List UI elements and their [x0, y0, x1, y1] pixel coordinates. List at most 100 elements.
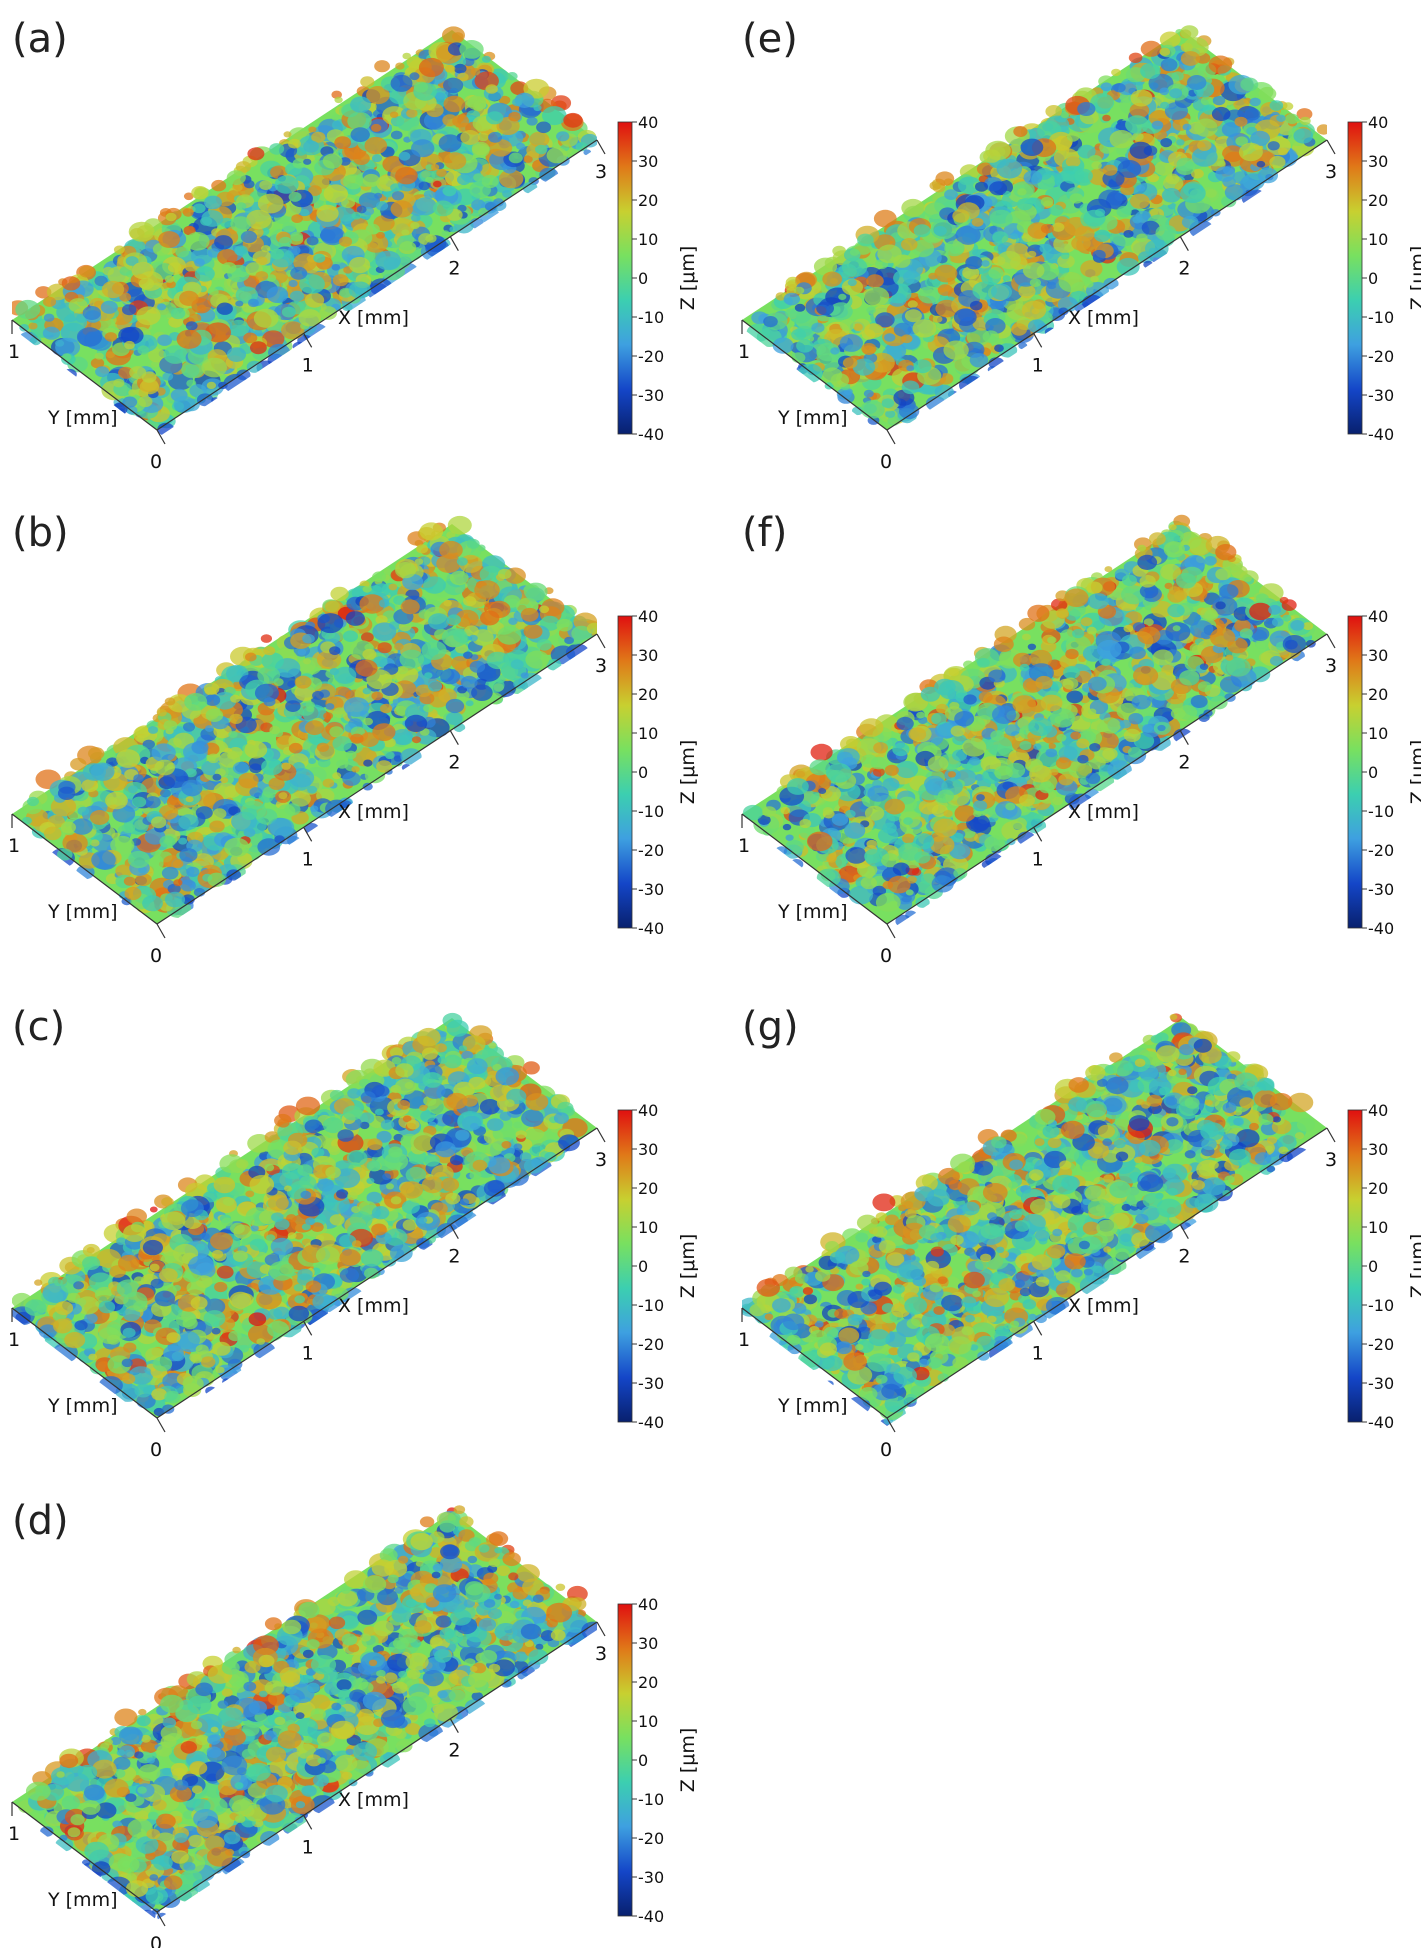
colorbar-tick-label: 30 — [1368, 646, 1388, 665]
x-axis-title: X [mm] — [338, 801, 409, 823]
colorbar-tick-label: 0 — [1368, 1257, 1378, 1276]
x-tick — [449, 730, 459, 745]
x-tick — [303, 827, 313, 842]
x-tick-label: 1 — [302, 1836, 314, 1858]
colorbar-tick-label: -10 — [638, 308, 664, 327]
colorbar-tick-label: 30 — [638, 1634, 658, 1653]
x-tick-label: 3 — [595, 655, 607, 677]
colorbar-tick-label: -30 — [638, 1868, 664, 1887]
axes: 0 1 2 3 1 X [mm] Y [mm] — [738, 633, 1337, 967]
colorbar-tick-label: -40 — [638, 1907, 664, 1926]
y-axis-line — [11, 813, 158, 925]
colorbar-tick-label: -20 — [1368, 1335, 1394, 1354]
colorbar-tick-label: -10 — [638, 1790, 664, 1809]
colorbar-title: Z [μm] — [1407, 740, 1421, 804]
colorbar-gradient — [617, 1603, 633, 1917]
colorbar-tick-label: -10 — [638, 802, 664, 821]
colorbar-tick-label: 40 — [1368, 113, 1388, 132]
colorbar-tick-label: 30 — [1368, 152, 1388, 171]
axes: 0 1 2 3 1 X [mm] Y [mm] — [8, 1621, 607, 1948]
colorbar-tick-label: -40 — [638, 425, 664, 444]
x-tick — [156, 923, 166, 939]
colorbar-tick-label: -10 — [1368, 802, 1394, 821]
x-tick — [596, 1621, 606, 1637]
axes: 0 1 2 3 1 X [mm] Y [mm] — [8, 633, 607, 967]
surface-texture — [746, 25, 1327, 426]
panel-d: (d) 0 1 2 3 1 X [mm] Y [mm] -40 -30 -20 -10 0 10 20 30 4… — [8, 1498, 699, 1948]
colorbar-tick-label: -30 — [1368, 880, 1394, 899]
surface-heightmap — [742, 25, 1327, 430]
x-axis-title: X [mm] — [1068, 307, 1139, 329]
y-axis-title: Y [mm] — [777, 901, 848, 923]
x-tick-label: 2 — [448, 1246, 460, 1268]
colorbar-tick-label: -20 — [638, 1335, 664, 1354]
x-tick-label: 1 — [1032, 354, 1044, 376]
y-tick-label: 1 — [8, 341, 20, 363]
x-tick-label: 2 — [448, 752, 460, 774]
colorbar-tick-label: -20 — [1368, 347, 1394, 366]
colorbar-tick-label: -30 — [638, 1374, 664, 1393]
x-tick-label: 1 — [302, 848, 314, 870]
axes: 0 1 2 3 1 X [mm] Y [mm] — [8, 1127, 607, 1461]
x-tick — [1033, 827, 1043, 842]
x-tick — [1326, 139, 1336, 155]
y-axis-line — [11, 1307, 158, 1419]
y-axis-line — [741, 1307, 888, 1419]
colorbar-tick-label: 30 — [638, 646, 658, 665]
x-tick-label: 3 — [595, 1643, 607, 1665]
colorbar-title: Z [μm] — [677, 740, 699, 804]
x-tick-label: 2 — [448, 258, 460, 280]
x-tick — [886, 923, 896, 939]
colorbar-tick-label: 10 — [638, 1712, 658, 1731]
x-axis-line — [886, 633, 1328, 925]
x-tick — [449, 236, 459, 251]
colorbar-tick-label: -20 — [638, 841, 664, 860]
colorbar-tick-label: 0 — [1368, 269, 1378, 288]
x-tick — [303, 333, 313, 348]
x-axis-title: X [mm] — [338, 307, 409, 329]
x-axis-title: X [mm] — [338, 1295, 409, 1317]
colorbar-tick-label: 10 — [638, 230, 658, 249]
colorbar-title: Z [μm] — [677, 1234, 699, 1298]
colorbar-gradient — [617, 121, 633, 435]
colorbar-gradient — [1347, 1109, 1363, 1423]
x-tick — [1179, 236, 1189, 251]
x-tick — [1179, 730, 1189, 745]
x-tick-label: 2 — [1178, 258, 1190, 280]
x-tick — [156, 1911, 166, 1927]
surface-heightmap — [12, 26, 597, 436]
y-axis-title: Y [mm] — [47, 1395, 118, 1417]
x-tick — [303, 1815, 313, 1830]
x-axis-line — [156, 1621, 598, 1913]
surface-texture — [742, 514, 1316, 928]
panel-label: (d) — [12, 1498, 69, 1544]
x-tick — [1179, 1224, 1189, 1239]
colorbar-tick-label: 40 — [1368, 1101, 1388, 1120]
surface-heightmap — [742, 514, 1327, 928]
y-axis-line — [11, 319, 158, 431]
colorbar-tick-label: 20 — [638, 1673, 658, 1692]
y-axis-title: Y [mm] — [47, 1889, 118, 1911]
surface-texture — [17, 1505, 597, 1920]
colorbar-tick-label: 10 — [1368, 724, 1388, 743]
x-tick-label: 0 — [880, 1439, 892, 1461]
x-tick-label: 3 — [595, 1149, 607, 1171]
y-axis-line — [741, 813, 888, 925]
x-tick-label: 1 — [302, 1342, 314, 1364]
colorbar-tick-label: 40 — [638, 1101, 658, 1120]
x-tick-label: 3 — [595, 161, 607, 183]
colorbar-tick-label: 20 — [638, 685, 658, 704]
y-tick-label: 1 — [738, 341, 750, 363]
x-axis-title: X [mm] — [1068, 801, 1139, 823]
colorbar-tick-label: -30 — [1368, 1374, 1394, 1393]
colorbar: -40 -30 -20 -10 0 10 20 30 40 Z [μm] — [1347, 113, 1421, 444]
colorbar-gradient — [617, 615, 633, 929]
colorbar-tick-label: 20 — [1368, 191, 1388, 210]
colorbar-tick-label: -30 — [638, 386, 664, 405]
colorbar-tick-label: -40 — [638, 919, 664, 938]
colorbar-tick-label: -20 — [638, 347, 664, 366]
x-tick — [156, 1417, 166, 1433]
surface-heightmap — [12, 1505, 597, 1920]
x-tick-label: 0 — [880, 451, 892, 473]
